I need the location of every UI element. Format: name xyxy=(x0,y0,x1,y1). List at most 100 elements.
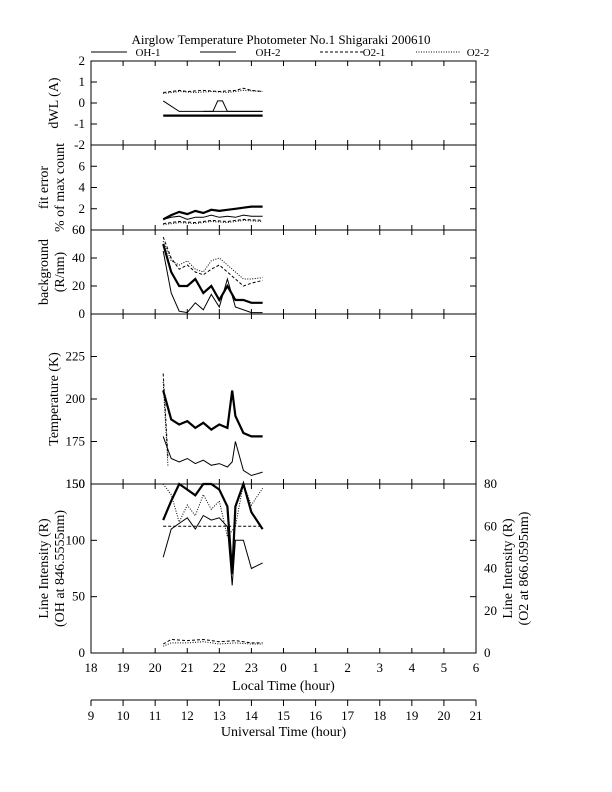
local-time-tick-label: 18 xyxy=(85,660,98,675)
panel-frame-temp xyxy=(90,313,477,485)
ut-tick-label: 21 xyxy=(470,708,483,723)
ut-tick-label: 9 xyxy=(88,708,95,723)
local-time-axis-label: Local Time (hour) xyxy=(232,679,335,694)
series-temp-oh-1 xyxy=(162,436,263,477)
panel-fit: 0 2 4 6 fit error% of max count xyxy=(37,143,477,237)
series-fit-oh-2 xyxy=(162,205,263,221)
y-axis-label: dWL (A) xyxy=(47,77,62,129)
y-tick-label: 0 xyxy=(79,306,86,321)
ut-tick-label: 15 xyxy=(277,708,290,723)
local-time-tick-label: 4 xyxy=(409,660,416,675)
local-time-tick-label: 19 xyxy=(117,660,130,675)
y-tick-label: 2 xyxy=(79,53,86,68)
y-tick-label: 0 xyxy=(79,95,86,110)
y-tick-label: 6 xyxy=(79,158,86,173)
series-bg-oh-2 xyxy=(162,243,263,304)
right-y-tick-label: 0 xyxy=(484,645,491,660)
panel-temp: 150 175 200 225 Temperature (K) xyxy=(47,313,477,491)
ut-tick-label: 13 xyxy=(213,708,226,723)
panel-frame-int xyxy=(90,483,477,654)
y-axis-label: Temperature (K) xyxy=(47,352,62,446)
legend-label-oh-1: OH-1 xyxy=(135,47,160,59)
ut-tick-label: 18 xyxy=(373,708,386,723)
local-time-tick-label: 22 xyxy=(213,660,226,675)
series-int-oh-2 xyxy=(162,480,264,575)
y-axis-label-2: % of max count xyxy=(53,143,68,232)
y-tick-label: 2 xyxy=(79,201,86,216)
series-int-oh-1 xyxy=(162,514,263,586)
y-tick-label: 200 xyxy=(66,391,86,406)
y-tick-label: 60 xyxy=(72,222,85,237)
series-temp-o2-2 xyxy=(162,381,169,468)
y-axis-label-2: (R/nm) xyxy=(53,251,68,292)
local-time-tick-label: 23 xyxy=(245,660,258,675)
panel-frame-fit xyxy=(90,144,477,231)
local-time-tick-label: 20 xyxy=(149,660,162,675)
ut-tick-label: 16 xyxy=(309,708,323,723)
series-dwl-o2-2 xyxy=(163,89,263,94)
panel-dwl: -2 -1 0 1 2 dWL (A) xyxy=(47,53,477,152)
local-time-tick-label: 6 xyxy=(473,660,480,675)
y-tick-label: 175 xyxy=(66,434,86,449)
series-fit-o2-2 xyxy=(163,219,263,226)
y-tick-label: 150 xyxy=(66,476,86,491)
chart-title: Airglow Temperature Photometer No.1 Shig… xyxy=(132,32,431,47)
legend-label-o2-1: O2-1 xyxy=(363,47,386,59)
y-tick-label: 50 xyxy=(72,589,85,604)
series-dwl-o2-1 xyxy=(163,87,263,93)
series-int-o2-1-low- xyxy=(162,638,263,645)
y-tick-label: 20 xyxy=(72,278,85,293)
panels: -2 -1 0 1 2 dWL (A) 0 2 4 6 fit error% of max coun… xyxy=(37,53,532,660)
right-y-axis-label: Line Intensity (R) xyxy=(501,518,516,619)
universal-time-axis: 9 10 11 12 13 14 15 16 17 18 19 20 21 Universal Time … xyxy=(88,699,483,740)
series-bg-o2-1 xyxy=(162,236,263,287)
y-tick-label: 225 xyxy=(66,349,86,364)
ut-tick-label: 19 xyxy=(405,708,418,723)
y-tick-label: -1 xyxy=(74,116,85,131)
local-time-tick-label: 1 xyxy=(312,660,319,675)
right-y-tick-label: 80 xyxy=(484,476,497,491)
y-axis-label: Line Intensity (R) xyxy=(37,518,52,619)
y-axis-label-2: (OH at 846.5555nm) xyxy=(53,510,68,627)
ut-tick-label: 10 xyxy=(117,708,130,723)
panel-bg: 0 20 40 60 background (R/nm) xyxy=(37,222,477,321)
ut-tick-label: 14 xyxy=(245,708,259,723)
local-time-tick-label: 3 xyxy=(377,660,384,675)
y-tick-label: 150 xyxy=(66,476,86,491)
local-time-tick-label: 2 xyxy=(344,660,351,675)
right-y-axis-label-2: (O2 at 866.0595nm) xyxy=(517,511,532,625)
ut-tick-label: 11 xyxy=(149,708,162,723)
legend: OH-1 OH-2 O2-1 O2-2 xyxy=(91,47,489,59)
series-temp-o2-1 xyxy=(162,373,169,459)
series-temp-oh-2 xyxy=(162,390,263,438)
right-y-tick-label: 60 xyxy=(484,518,497,533)
panel-frame-bg xyxy=(90,229,477,315)
y-tick-label: 40 xyxy=(72,250,85,265)
legend-label-oh-2: OH-2 xyxy=(255,47,280,59)
series-dwl-oh-2 xyxy=(203,100,263,112)
y-tick-label: 1 xyxy=(79,74,86,89)
y-axis-label: background xyxy=(37,239,52,305)
y-axis-label: fit error xyxy=(37,166,52,209)
y-tick-label: 0 xyxy=(79,645,86,660)
ut-tick-label: 20 xyxy=(437,708,450,723)
ut-tick-label: 12 xyxy=(181,708,194,723)
local-time-tick-label: 21 xyxy=(181,660,194,675)
series-dwl-oh-1 xyxy=(162,100,263,112)
series-bg-o2-2 xyxy=(162,241,263,280)
y-tick-label: 100 xyxy=(66,532,86,547)
y-tick-label: -2 xyxy=(74,137,85,152)
legend-label-o2-2: O2-2 xyxy=(467,47,490,59)
right-y-tick-label: 20 xyxy=(484,603,497,618)
y-tick-label: 4 xyxy=(79,180,86,195)
ut-tick-label: 17 xyxy=(341,708,355,723)
series-fit-oh-1 xyxy=(163,214,263,220)
local-time-tick-label: 5 xyxy=(441,660,448,675)
ut-axis-label: Universal Time (hour) xyxy=(221,725,347,740)
series-bg-oh-1 xyxy=(162,250,263,314)
panel-frame-dwl xyxy=(90,60,477,146)
local-time-tick-label: 0 xyxy=(280,660,287,675)
